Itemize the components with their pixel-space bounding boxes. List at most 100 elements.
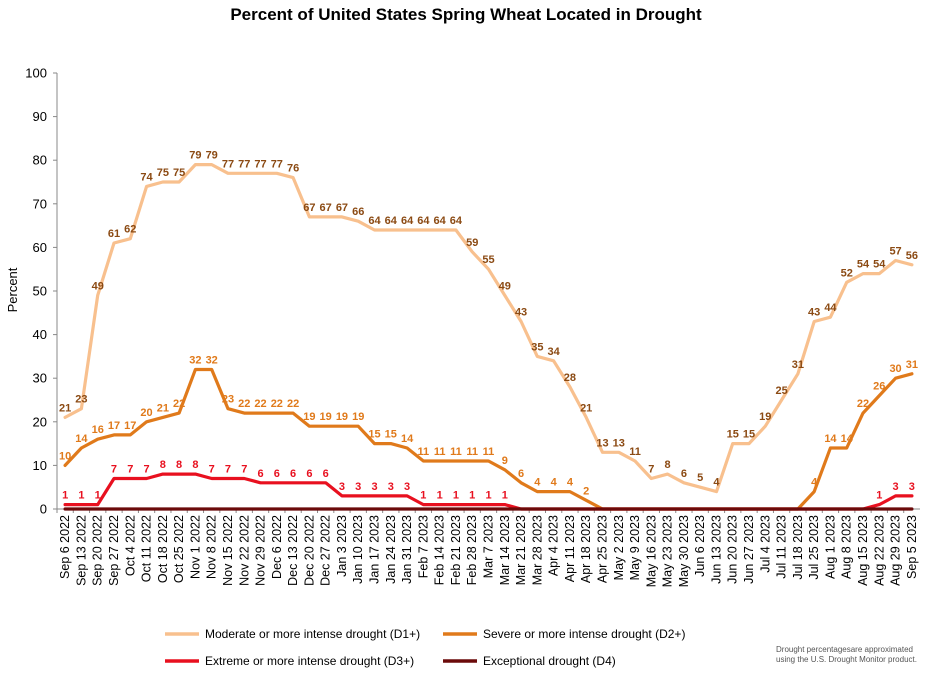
x-tick-label: Nov 8 2022 bbox=[205, 515, 219, 579]
data-label: 6 bbox=[290, 468, 296, 480]
x-tick-label: Oct 4 2022 bbox=[123, 515, 137, 576]
data-label: 11 bbox=[466, 446, 478, 458]
x-tick-label: Aug 29 2023 bbox=[889, 515, 903, 586]
data-label: 8 bbox=[176, 459, 182, 471]
data-label: 13 bbox=[613, 437, 625, 449]
y-axis-label: Percent bbox=[5, 267, 20, 312]
x-tick-label: Dec 13 2022 bbox=[286, 515, 300, 586]
data-label: 19 bbox=[352, 411, 364, 423]
data-label: 61 bbox=[108, 228, 120, 240]
x-tick-label: Apr 25 2023 bbox=[595, 515, 609, 583]
data-label: 14 bbox=[824, 433, 837, 445]
y-axis: 0 10 20 30 40 50 60 70 80 90 100 bbox=[25, 66, 58, 517]
x-tick-label: Jul 11 2023 bbox=[775, 515, 789, 579]
x-tick-label: Jun 27 2023 bbox=[742, 515, 756, 584]
data-label: 4 bbox=[551, 477, 558, 489]
data-label: 74 bbox=[140, 171, 153, 183]
data-label: 64 bbox=[368, 215, 381, 227]
data-label: 66 bbox=[352, 206, 364, 218]
data-label: 11 bbox=[450, 446, 462, 458]
data-label: 55 bbox=[482, 254, 494, 266]
x-tick-label: Jan 17 2023 bbox=[368, 515, 382, 584]
x-tick-label: Nov 15 2022 bbox=[221, 515, 235, 586]
data-label: 77 bbox=[238, 158, 250, 170]
x-tick-label: Sep 13 2022 bbox=[74, 515, 88, 586]
data-label: 3 bbox=[893, 481, 899, 493]
data-label: 21 bbox=[580, 402, 592, 414]
data-label: 6 bbox=[681, 468, 687, 480]
data-label: 14 bbox=[841, 433, 854, 445]
data-label: 26 bbox=[873, 381, 885, 393]
data-label: 32 bbox=[206, 354, 218, 366]
series-lines bbox=[63, 163, 914, 511]
data-label: 19 bbox=[303, 411, 315, 423]
footnote-line-2: using the U.S. Drought Monitor product. bbox=[776, 655, 917, 664]
data-label: 1 bbox=[469, 490, 475, 502]
data-label: 15 bbox=[368, 429, 380, 441]
data-label: 4 bbox=[567, 477, 574, 489]
data-label: 3 bbox=[339, 481, 345, 493]
x-tick-label: Feb 21 2023 bbox=[449, 515, 463, 585]
data-label: 4 bbox=[534, 477, 541, 489]
x-tick-label: Jun 20 2023 bbox=[726, 515, 740, 584]
data-label: 6 bbox=[306, 468, 312, 480]
y-tick-label: 60 bbox=[33, 240, 47, 255]
data-label: 43 bbox=[808, 307, 820, 319]
data-label: 67 bbox=[320, 202, 332, 214]
x-tick-label: Dec 27 2022 bbox=[319, 515, 333, 586]
series-line-1 bbox=[63, 163, 914, 494]
y-tick-label: 70 bbox=[33, 196, 47, 211]
data-label: 7 bbox=[209, 463, 215, 475]
legend-label: Exceptional drought (D4) bbox=[483, 654, 616, 668]
data-label: 7 bbox=[225, 463, 231, 475]
data-label: 77 bbox=[222, 158, 234, 170]
x-tick-label: Mar 7 2023 bbox=[482, 515, 496, 578]
data-label: 75 bbox=[157, 167, 169, 179]
data-label: 19 bbox=[320, 411, 332, 423]
data-label: 28 bbox=[564, 372, 576, 384]
x-tick-label: May 30 2023 bbox=[677, 515, 691, 587]
x-tick-label: Jan 3 2023 bbox=[335, 515, 349, 577]
data-label: 1 bbox=[420, 490, 426, 502]
x-tick-label: Sep 27 2022 bbox=[107, 515, 121, 586]
x-tick-label: Feb 14 2023 bbox=[433, 515, 447, 585]
data-label: 67 bbox=[303, 202, 315, 214]
data-label: 59 bbox=[466, 237, 478, 249]
data-label: 1 bbox=[502, 490, 508, 502]
data-label: 3 bbox=[404, 481, 410, 493]
legend-label: Extreme or more intense drought (D3+) bbox=[205, 654, 414, 668]
x-tick-label: May 23 2023 bbox=[661, 515, 675, 587]
x-axis: Sep 6 2022 Sep 13 2022 Sep 20 2022 Sep 27 2… bbox=[56, 508, 920, 587]
x-tick-label: Oct 11 2022 bbox=[140, 515, 154, 582]
y-tick-label: 20 bbox=[33, 414, 47, 429]
data-label: 5 bbox=[697, 472, 703, 484]
x-tick-label: Nov 22 2022 bbox=[237, 515, 251, 586]
data-label: 43 bbox=[515, 307, 527, 319]
data-label: 22 bbox=[271, 398, 283, 410]
data-label: 11 bbox=[629, 446, 641, 458]
data-label: 64 bbox=[401, 215, 414, 227]
data-label: 19 bbox=[336, 411, 348, 423]
y-tick-label: 80 bbox=[33, 153, 47, 168]
data-label: 20 bbox=[140, 407, 152, 419]
data-label: 1 bbox=[876, 490, 882, 502]
data-label: 31 bbox=[906, 359, 918, 371]
x-tick-label: May 16 2023 bbox=[644, 515, 658, 587]
data-label: 6 bbox=[518, 468, 524, 480]
x-tick-label: Aug 8 2023 bbox=[840, 515, 854, 579]
x-tick-label: Jun 13 2023 bbox=[709, 515, 723, 584]
data-label: 10 bbox=[59, 450, 71, 462]
chart-title: Percent of United States Spring Wheat Lo… bbox=[230, 5, 702, 24]
y-tick-label: 40 bbox=[33, 327, 47, 342]
data-label: 64 bbox=[450, 215, 463, 227]
x-tick-label: Jan 31 2023 bbox=[400, 515, 414, 584]
data-label: 34 bbox=[548, 346, 561, 358]
x-tick-label: Sep 6 2022 bbox=[58, 515, 72, 579]
data-label: 6 bbox=[274, 468, 280, 480]
x-tick-label: Oct 25 2022 bbox=[172, 515, 186, 583]
data-label: 17 bbox=[124, 420, 136, 432]
data-label: 21 bbox=[59, 402, 71, 414]
data-label: 49 bbox=[92, 280, 104, 292]
data-label: 7 bbox=[143, 463, 149, 475]
y-tick-label: 30 bbox=[33, 371, 47, 386]
